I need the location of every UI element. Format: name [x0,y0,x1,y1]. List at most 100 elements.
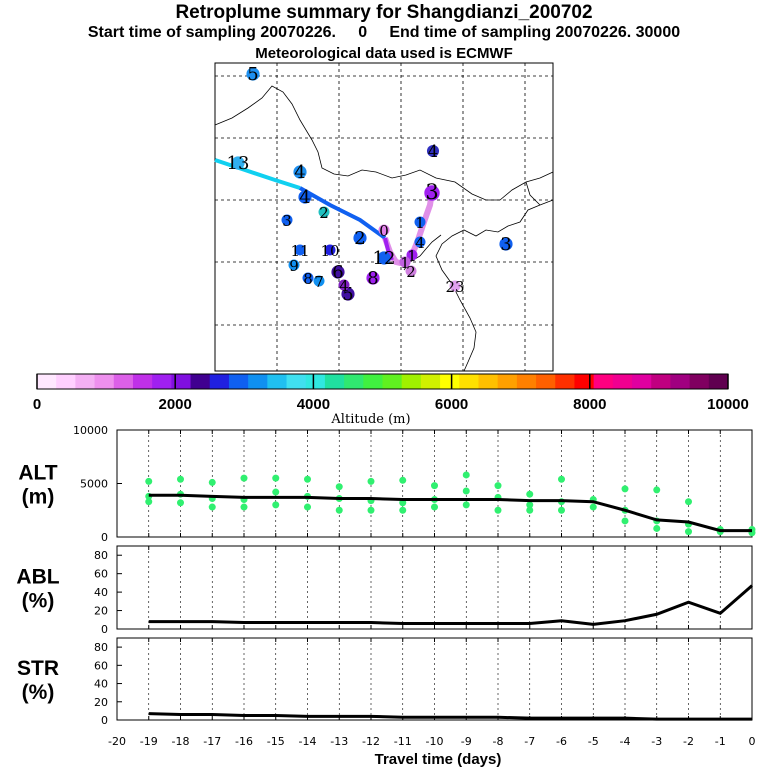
trajectory-marker: 1 [406,247,418,265]
cluster-point [526,490,534,498]
trajectory-number: 1 [407,247,417,265]
colorbar-tick-label: 6000 [435,396,468,413]
trajectory-dot [426,144,440,158]
alt-unit: (m) [22,486,55,509]
colorbar-cell [401,374,422,389]
cluster-point [685,498,692,506]
coastlines-borders [214,85,554,372]
cluster-point [621,485,629,493]
trajectory-number: 2 [319,204,329,222]
str-label: STR [17,657,59,680]
trajectory-dot [338,279,350,291]
trajectory-dot [313,275,325,287]
cluster-point [621,517,629,525]
trajectory-dot [377,251,391,265]
trajectory-marker: 2 [353,228,367,249]
y-tick-label: 20 [94,696,108,709]
trajectory-number: 3 [282,212,292,230]
y-tick-label: 80 [94,641,108,654]
trajectory-number: 8 [303,270,313,288]
str-unit: (%) [22,681,55,704]
trajectory-number: 2 [406,263,416,281]
cluster-point [431,482,438,490]
trajectory-dot [449,280,461,292]
trajectory-number: 6 [332,262,343,283]
trajectory-number: 11 [290,242,309,260]
x-tick-label: -7 [524,735,535,748]
y-tick-label: 20 [94,605,108,618]
colorbar-cell [440,374,460,389]
y-tick-label: 40 [94,586,108,599]
colorbar-cell [324,374,345,389]
cluster-point [399,476,407,484]
trajectory-marker: 5 [341,284,355,305]
colorbar-tick-label: 2000 [159,396,192,413]
trajectory-dot [246,67,260,81]
trajectory-dot [405,265,417,277]
trajectory-marker: 0 [378,222,390,240]
cluster-point [272,501,280,509]
colorbar-tick-label: 8000 [573,396,606,413]
altitude-colorbar: 0 2000 4000 6000 8000 10000 Altitude (m) [33,373,749,427]
cluster-point [240,503,248,511]
chart-title: Retroplume summary for Shangdianzi_20070… [175,2,593,23]
colorbar-cell [497,374,518,389]
colorbar-cell [612,374,633,389]
trajectory-number: 7 [314,273,324,291]
str-line [148,712,752,721]
trajectory-dot [231,156,245,170]
colorbar-cell [708,374,729,389]
trajectory-marker: 4 [293,162,307,183]
trajectory-number: 23 [445,278,464,296]
colorbar-cell [132,374,153,389]
trajectory-dot [288,259,300,271]
y-tick-label: 0 [101,623,108,636]
trajectory-number: 4 [299,187,310,208]
trajectory-segment-purple [383,237,394,261]
trajectory-marker: 2 [405,263,417,281]
trajectory-marker: 8 [366,268,380,289]
x-tick-label: 0 [749,735,756,748]
cluster-point [462,471,470,479]
trajectory-dot [499,237,513,251]
colorbar-cell [248,374,268,389]
cluster-point [145,498,153,506]
trajectory-marker: 1 [414,214,426,232]
x-tick-label: -12 [362,735,380,748]
cluster-point [399,506,407,514]
trajectory-marker: 3 [499,234,513,255]
x-tick-label: -11 [394,735,412,748]
str-panel: 80 60 40 20 0 STR(%) [17,637,753,727]
cluster-point [431,503,438,511]
trajectory-dot [302,272,314,284]
trajectory-number: 2 [354,228,365,249]
colorbar-cell [593,374,614,389]
x-tick-label: -13 [330,735,348,748]
colorbar-cell [37,374,57,389]
y-tick-label: 60 [94,659,108,672]
colorbar-cell [574,374,595,389]
cluster-point [526,506,534,514]
cluster-point [304,503,311,511]
y-tick-label: 80 [94,549,108,562]
colorbar-cell [536,374,556,389]
cluster-point [335,483,343,491]
colorbar-label: Altitude (m) [330,412,410,427]
x-tick-label: -16 [235,735,253,748]
y-tick-label: 0 [101,714,108,727]
trajectory-marker: 3 [424,180,440,204]
cluster-point [145,477,153,485]
colorbar-cell [555,374,575,389]
x-tick-label: -10 [426,735,444,748]
colorbar-cell [171,374,192,389]
trajectory-dot [378,224,390,236]
x-tick-label: -17 [203,735,221,748]
colorbar-tick-label: 4000 [297,396,330,413]
colorbar-cell [56,374,76,389]
colorbar-cell [670,374,691,389]
cluster-point [558,506,565,514]
x-tick-label: -2 [683,735,694,748]
cluster-point [494,482,502,490]
